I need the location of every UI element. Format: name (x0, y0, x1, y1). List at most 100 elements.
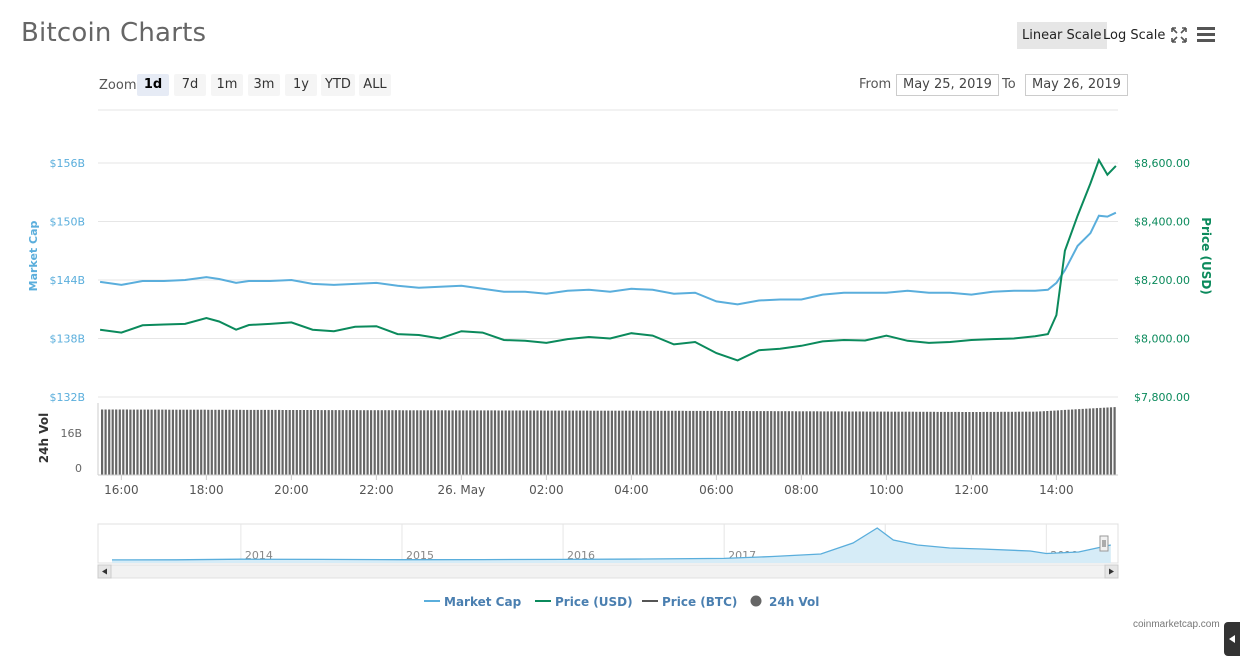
volume-bar (897, 411, 900, 475)
volume-bar (217, 409, 220, 475)
volume-bar (508, 410, 511, 475)
x-axis-tick-label: 16:00 (104, 483, 139, 497)
volume-bar (178, 409, 182, 475)
volume-bar (855, 411, 858, 475)
left-axis-tick-label: $138B (49, 333, 85, 346)
volume-bar (936, 411, 939, 475)
volume-bar (1078, 409, 1081, 475)
volume-bar (143, 409, 146, 475)
volume-bar (706, 410, 709, 475)
volume-bar (306, 410, 309, 475)
volume-bar (380, 410, 383, 475)
volume-bar (883, 411, 886, 475)
volume-bar (979, 412, 982, 475)
volume-bar (1035, 411, 1038, 475)
volume-bar (890, 411, 893, 475)
x-axis-tick-label: 10:00 (869, 483, 904, 497)
volume-bar (681, 410, 684, 475)
volume-bar (632, 410, 635, 475)
volume-bar (787, 411, 790, 475)
volume-bar (649, 410, 652, 475)
volume-bar (763, 411, 766, 475)
navigator-handle[interactable] (1099, 535, 1109, 552)
volume-bar (232, 409, 235, 475)
volume-bar (568, 410, 571, 475)
volume-bar (713, 410, 716, 475)
volume-bar (840, 411, 844, 475)
x-axis-tick-label: 02:00 (529, 483, 564, 497)
volume-bar (1046, 411, 1049, 475)
fullscreen-icon[interactable] (1170, 26, 1188, 44)
volume-bar (961, 412, 964, 475)
volume-bar (154, 409, 157, 475)
left-axis-tick-label: $144B (49, 274, 85, 287)
volume-bar (150, 409, 153, 475)
zoom-1d-button[interactable]: 1d (137, 74, 169, 96)
volume-bar (193, 409, 196, 475)
volume-bar (550, 410, 553, 475)
zoom-ytd-button[interactable]: YTD (321, 74, 355, 96)
zoom-3m-button[interactable]: 3m (248, 74, 280, 96)
volume-bar (256, 409, 259, 475)
volume-bar (971, 412, 975, 475)
zoom-1y-button[interactable]: 1y (285, 74, 317, 96)
volume-bar (607, 410, 610, 475)
left-axis-tick-label: $156B (49, 157, 85, 170)
zoom-all-button[interactable]: ALL (359, 74, 391, 96)
left-axis-title: Market Cap (27, 221, 40, 292)
volume-bar (118, 409, 121, 475)
volume-bar (426, 410, 429, 475)
volume-bar (536, 410, 539, 475)
volume-bar (628, 410, 631, 475)
volume-bar (292, 410, 295, 475)
volume-bar (405, 410, 408, 475)
from-date-input[interactable]: May 25, 2019 (896, 74, 999, 96)
volume-bar (132, 409, 135, 475)
volume-bar (401, 410, 405, 475)
volume-bar (182, 409, 185, 475)
zoom-1m-button[interactable]: 1m (211, 74, 243, 96)
volume-bar (561, 410, 564, 475)
volume-bar (798, 411, 801, 475)
volume-bar (646, 410, 649, 475)
volume-bar (653, 410, 656, 475)
volume-bar (752, 411, 755, 475)
volume-bar (129, 409, 132, 475)
navigator-scrollbar[interactable] (97, 564, 1119, 579)
volume-bar (1085, 408, 1088, 475)
navigator-area (112, 528, 1111, 563)
volume-bar (320, 410, 323, 475)
volume-bar (582, 410, 585, 475)
right-axis-tick-label: $8,400.00 (1134, 216, 1190, 229)
legend-price-usd-label: Price (USD) (555, 595, 633, 609)
volume-bar (214, 409, 217, 475)
volume-bar (228, 409, 231, 475)
volume-bar (171, 409, 174, 475)
volume-bar (968, 412, 971, 475)
volume-bar (104, 409, 107, 475)
volume-bar (1081, 408, 1084, 475)
left-axis-tick-label: $150B (49, 216, 85, 229)
to-date-input[interactable]: May 26, 2019 (1025, 74, 1128, 96)
log-scale-button[interactable]: Log Scale (1103, 28, 1166, 43)
volume-bar (348, 410, 351, 475)
scroll-left-button[interactable] (1224, 622, 1240, 656)
volume-bar (1000, 411, 1003, 475)
volume-bar (1088, 408, 1091, 475)
credit-link[interactable]: coinmarketcap.com (1133, 619, 1220, 630)
hamburger-menu-icon[interactable] (1196, 25, 1216, 43)
volume-bar (621, 410, 624, 475)
volume-bar (189, 409, 192, 475)
volume-bar (423, 410, 426, 475)
volume-bar (1032, 411, 1035, 475)
linear-scale-button[interactable]: Linear Scale (1017, 22, 1107, 49)
zoom-7d-button[interactable]: 7d (174, 74, 206, 96)
volume-bar (412, 410, 415, 475)
volume-bar (950, 411, 953, 475)
volume-bar (437, 410, 440, 475)
volume-bar (1113, 407, 1116, 475)
volume-bar (511, 410, 514, 475)
volume-bar (639, 410, 642, 475)
volume-bar (614, 410, 617, 475)
